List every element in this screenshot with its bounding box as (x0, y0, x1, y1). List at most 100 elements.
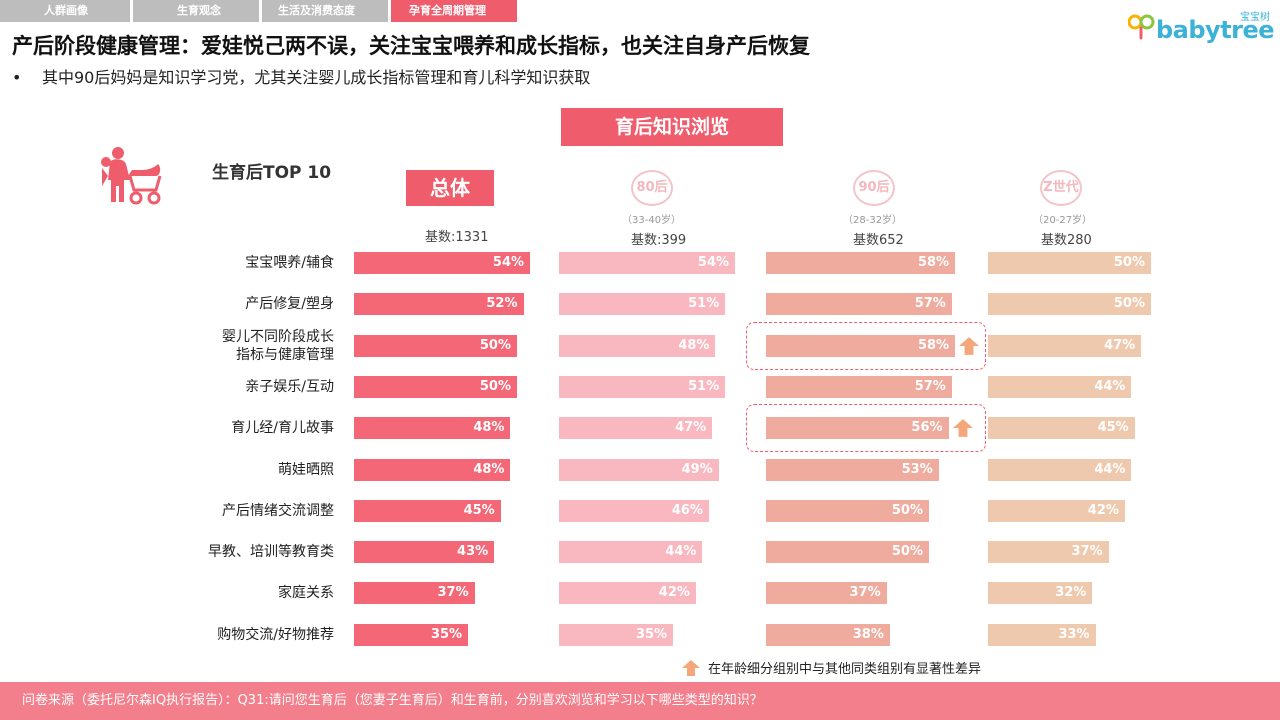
category-label-line: 指标与健康管理 (236, 346, 334, 363)
bar-80s: 51% (559, 375, 726, 398)
bar-90s: 58% (766, 334, 956, 357)
category-label-line: 育儿经/育儿故事 (231, 420, 334, 437)
tab-lifestyle-consumption[interactable]: 生活及消费态度 (262, 0, 388, 22)
tab-fertility-views[interactable]: 生育观念 (133, 0, 259, 22)
bar-80s: 44% (559, 541, 703, 564)
bar-value-label: 37% (1071, 544, 1103, 560)
category-label-line: 产后修复/塑身 (245, 296, 334, 313)
bar-80s: 35% (559, 623, 674, 646)
bar-genz: 37% (988, 541, 1109, 564)
bar-value-label: 50% (891, 502, 923, 518)
bar-90s: 57% (766, 293, 952, 316)
bar-genz: 45% (988, 417, 1135, 440)
series-header-80s: 80后 (631, 170, 673, 206)
bar-value-label: 49% (681, 461, 713, 477)
bar-value-label: 54% (697, 255, 730, 270)
age-90s: （28-32岁） (843, 215, 903, 226)
bar-value-label: 33% (1058, 626, 1090, 642)
tab-full-cycle-management[interactable]: 孕育全周期管理 (391, 0, 517, 22)
bar-value-label: 50% (891, 544, 923, 560)
category-label: 亲子娱乐/互动 (134, 378, 334, 396)
bar-genz: 33% (988, 623, 1096, 646)
category-label: 购物交流/好物推荐 (134, 626, 334, 644)
bar-value-label: 50% (1113, 255, 1145, 270)
bar-total: 37% (354, 582, 475, 605)
bullet-point: • 其中90后妈妈是知识学习党，尤其关注婴儿成长指标管理和育儿科学知识获取 (12, 64, 590, 88)
bar-value-label: 42% (1087, 502, 1119, 518)
bar-90s: 37% (766, 582, 887, 605)
bar-value-label: 43% (457, 544, 489, 560)
bar-total: 43% (354, 541, 495, 564)
significance-up-arrow-icon (952, 419, 973, 438)
bar-80s: 51% (559, 293, 726, 316)
category-label-line: 早教、培训等教育类 (208, 544, 334, 561)
babytree-logo: babytree 宝宝树 (1128, 10, 1275, 46)
base-80s: 基数:399 (631, 233, 687, 248)
bar-value-label: 35% (635, 626, 668, 642)
bar-total: 54% (354, 252, 531, 274)
bullet-dot-icon: • (12, 68, 22, 87)
category-label: 家庭关系 (134, 584, 334, 602)
bar-value-label: 53% (901, 461, 933, 477)
category-label: 宝宝喂养/辅食 (134, 254, 334, 272)
logo-mark-icon (1128, 14, 1155, 40)
bar-90s: 50% (766, 499, 929, 522)
age-genz: （20-27岁） (1033, 215, 1093, 226)
bar-value-label: 47% (1104, 337, 1136, 353)
bar-value-label: 52% (486, 296, 518, 312)
category-label-line: 婴儿不同阶段成长 (222, 328, 334, 345)
bar-value-label: 32% (1055, 585, 1087, 601)
bar-value-label: 50% (479, 378, 511, 394)
significance-up-arrow-icon (959, 336, 980, 355)
bar-value-label: 58% (917, 255, 950, 270)
base-genz: 基数280 (1041, 233, 1092, 248)
bar-90s: 38% (766, 623, 890, 646)
bar-90s: 58% (766, 252, 956, 274)
bar-value-label: 37% (437, 585, 469, 601)
bar-80s: 46% (559, 499, 709, 522)
series-header-genz: Z世代 (1040, 170, 1082, 206)
bar-genz: 50% (988, 293, 1151, 316)
category-label: 早教、培训等教育类 (134, 543, 334, 561)
bar-value-label: 38% (852, 626, 884, 642)
significance-box (746, 404, 986, 453)
base-total: 基数:1331 (425, 230, 489, 245)
bar-value-label: 50% (479, 337, 511, 353)
bar-value-label: 44% (1094, 378, 1126, 394)
bar-80s: 49% (559, 458, 719, 481)
bar-80s: 42% (559, 582, 696, 605)
top10-label: 生育后TOP 10 (212, 163, 332, 183)
category-label: 婴儿不同阶段成长 指标与健康管理 (134, 328, 334, 364)
series-header-total: 总体 (406, 170, 494, 206)
bar-value-label: 57% (914, 378, 946, 394)
section-title: 育后知识浏览 (561, 108, 783, 146)
bar-value-label: 42% (658, 585, 690, 601)
bar-80s: 48% (559, 334, 716, 357)
category-label: 萌娃晒照 (134, 461, 334, 479)
bar-total: 45% (354, 499, 501, 522)
series-header-90s: 90后 (853, 170, 895, 206)
significance-box (746, 321, 986, 370)
category-label-line: 萌娃晒照 (278, 461, 334, 478)
top-tabs: 人群画像 生育观念 生活及消费态度 孕育全周期管理 (0, 0, 520, 22)
bar-90s: 53% (766, 458, 939, 481)
bar-value-label: 51% (688, 296, 720, 312)
logo-cn-text: 宝宝树 (1240, 12, 1270, 23)
category-label-line: 购物交流/好物推荐 (217, 626, 334, 643)
bar-genz: 50% (988, 252, 1151, 274)
bar-total: 52% (354, 293, 524, 316)
bar-value-label: 48% (473, 461, 505, 477)
bar-value-label: 48% (678, 337, 710, 353)
bar-80s: 54% (559, 252, 736, 274)
bar-90s: 56% (766, 417, 949, 440)
bar-value-label: 45% (1097, 420, 1129, 436)
category-label-line: 亲子娱乐/互动 (245, 378, 334, 395)
bar-value-label: 54% (492, 255, 525, 270)
bar-value-label: 57% (914, 296, 946, 312)
bar-90s: 57% (766, 375, 952, 398)
tab-audience-profile[interactable]: 人群画像 (0, 0, 130, 22)
page-title: 产后阶段健康管理：爱娃悦己两不误，关注宝宝喂养和成长指标，也关注自身产后恢复 (12, 34, 810, 58)
logo-text: babytree (1156, 16, 1275, 44)
bar-value-label: 51% (688, 378, 720, 394)
age-80s: （33-40岁） (622, 215, 682, 226)
